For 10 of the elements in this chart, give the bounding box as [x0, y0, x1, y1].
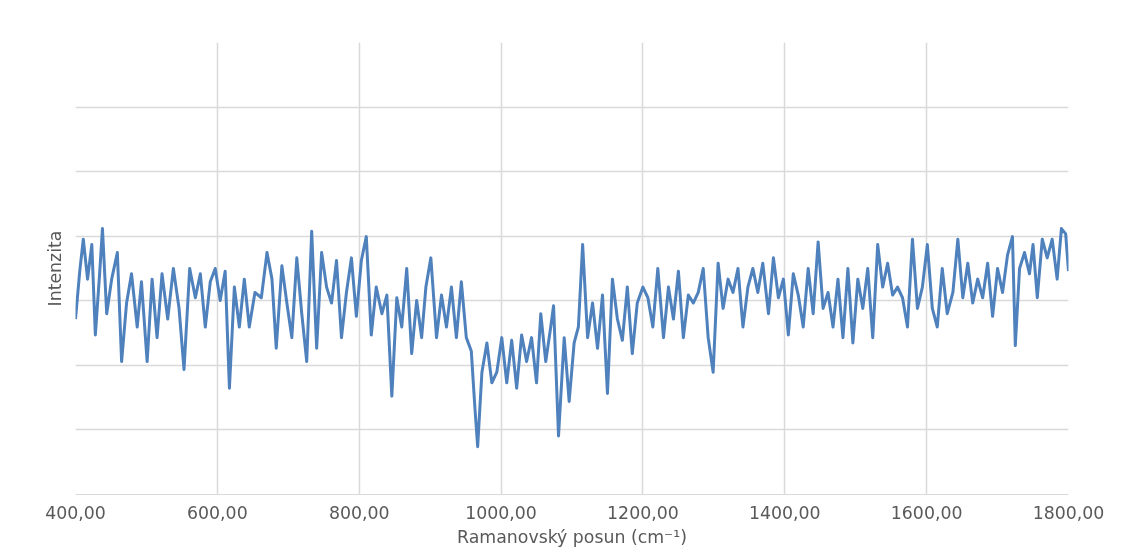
x-tick-label: 1000,00 — [465, 502, 537, 523]
x-tick-label: 1400,00 — [748, 502, 821, 523]
x-tick-label: 600,00 — [187, 502, 248, 523]
x-tick-label: 1600,00 — [890, 502, 963, 523]
x-tick-label: 800,00 — [328, 502, 390, 523]
y-axis-title: Intenzita — [44, 230, 65, 307]
x-tick-label: 1800,00 — [1032, 502, 1105, 523]
x-tick-label: 1200,00 — [607, 502, 679, 523]
x-tick-label: 400,00 — [45, 502, 106, 523]
x-axis-title: Ramanovský posun (cm⁻¹) — [457, 526, 687, 547]
